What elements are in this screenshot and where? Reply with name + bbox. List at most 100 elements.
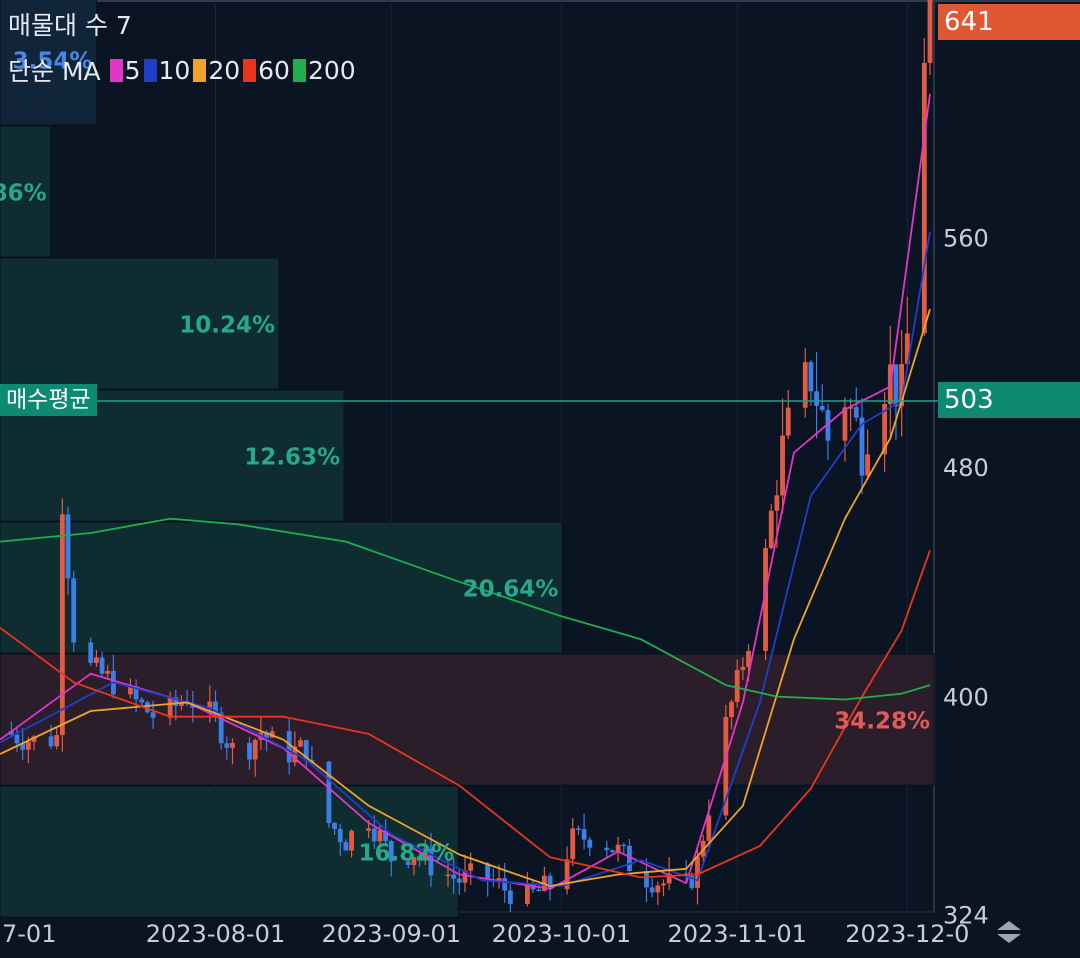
volume-profile-label: 1.86% — [0, 180, 47, 206]
candle-body — [366, 828, 371, 831]
candle-body — [576, 828, 581, 830]
volume-profile-bin — [0, 653, 935, 786]
candle-body — [921, 62, 927, 334]
ma200-swatch — [292, 58, 306, 82]
date-axis-label: 2023-11-01 — [667, 920, 806, 948]
candle-body — [802, 362, 808, 408]
candle-body — [587, 839, 593, 848]
candle-body — [59, 514, 65, 736]
candle-body — [388, 841, 394, 862]
ma-legend[interactable]: 단순 MA 5 10 20 60 200 — [8, 52, 356, 88]
candle-body — [814, 391, 819, 406]
candle-body — [48, 736, 54, 747]
ma60-swatch — [243, 58, 257, 82]
candle-body — [496, 878, 502, 881]
candle-body — [224, 743, 230, 748]
ma200-label: 200 — [307, 55, 356, 85]
candle-body — [689, 876, 695, 888]
candle-body — [734, 669, 740, 702]
candle-body — [14, 734, 20, 744]
candle-body — [8, 731, 14, 735]
candle-body — [502, 878, 508, 891]
candle-body — [326, 761, 332, 824]
candle-body — [428, 848, 434, 876]
candle-body — [405, 861, 411, 865]
ma5-label: 5 — [124, 55, 141, 85]
date-axis-label: 2023-09-01 — [322, 920, 461, 948]
ma60-label: 60 — [258, 55, 290, 85]
ma-line-20 — [0, 308, 931, 887]
candle-body — [485, 863, 491, 880]
candle-body — [88, 642, 94, 663]
volume-profile-bin — [0, 257, 280, 390]
volume-profile-label: 20.64% — [463, 577, 559, 603]
candle-body — [128, 686, 133, 695]
candle-body — [507, 890, 513, 904]
candle-body — [150, 712, 156, 718]
candle-body — [780, 435, 785, 496]
candle-body — [927, 0, 933, 63]
candle-body — [213, 701, 218, 713]
candle-body — [94, 657, 99, 663]
avg-price-tag: 매수평균 — [0, 384, 97, 416]
ma-legend-prefix: 단순 MA — [8, 57, 101, 86]
candle-body — [371, 828, 377, 842]
candle-body — [71, 578, 77, 643]
candle-body — [661, 883, 666, 886]
candle-body — [65, 514, 71, 579]
candle-body — [564, 859, 570, 890]
candle-body — [746, 650, 751, 667]
candle-body — [298, 740, 303, 747]
candle-body — [377, 830, 383, 842]
candle-body — [25, 741, 31, 750]
candle-body — [451, 874, 457, 879]
candle-body — [848, 407, 854, 409]
candle-body — [145, 702, 150, 713]
candle-body — [695, 856, 700, 888]
candle-body — [411, 857, 417, 865]
candle-body — [610, 850, 615, 853]
candle-body — [666, 873, 672, 884]
candle-body — [853, 407, 859, 418]
candle-body — [865, 454, 871, 476]
candle-body — [332, 823, 337, 829]
candle-body — [207, 701, 213, 708]
candle-body — [179, 702, 184, 706]
candle-body — [167, 697, 173, 718]
candle-body — [842, 407, 848, 441]
ma20-label: 20 — [208, 55, 241, 85]
ma-line-5 — [0, 93, 931, 890]
date-axis-label: 2023-10-01 — [492, 920, 631, 948]
candle-body — [768, 510, 774, 549]
candle-body — [54, 735, 60, 747]
ma5-swatch — [109, 58, 123, 82]
candle-body — [173, 697, 179, 706]
axis-scroll-handle[interactable] — [993, 918, 1025, 946]
candle-body — [105, 670, 111, 674]
candle-body — [604, 847, 610, 851]
candle-body — [825, 410, 831, 441]
candle-body — [615, 844, 621, 853]
candle-body — [819, 405, 825, 411]
candle-body — [706, 815, 712, 841]
candle-body — [139, 699, 145, 703]
candle-body — [524, 883, 530, 904]
price-axis-label: 400 — [943, 684, 989, 712]
candle-body — [264, 732, 269, 738]
candle-body — [627, 845, 632, 872]
candle-body — [422, 848, 428, 858]
candle-body — [904, 333, 910, 365]
candle-body — [740, 666, 746, 670]
volume-profile-label: 16.82% — [358, 841, 454, 867]
candle-body — [462, 870, 468, 883]
candle-body — [252, 739, 258, 760]
candle-body — [456, 878, 462, 883]
candle-body — [99, 657, 105, 674]
candle-body — [218, 712, 224, 744]
date-axis-area — [0, 912, 934, 954]
volume-profile-label: 10.24% — [179, 313, 275, 339]
candle-body — [644, 871, 649, 888]
candle-body — [20, 743, 26, 750]
